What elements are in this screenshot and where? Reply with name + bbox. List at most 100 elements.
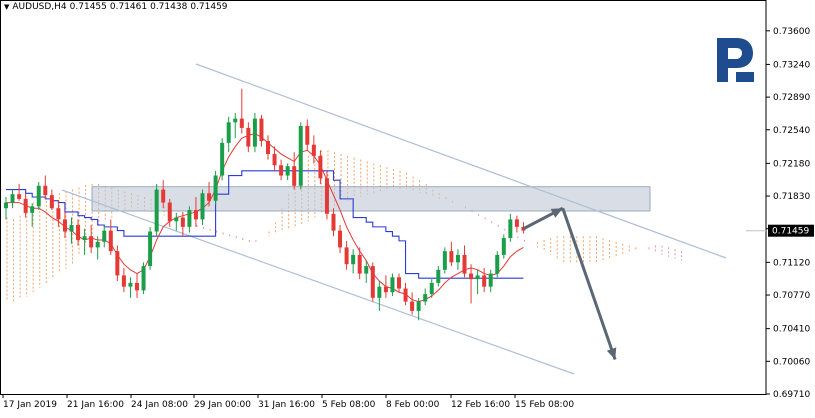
x-tick-label: 5 Feb 08:00	[322, 400, 376, 410]
y-tick-label: 0.69710	[773, 390, 810, 400]
candle-body	[383, 286, 388, 293]
candle-body	[82, 236, 87, 240]
candle-body	[449, 251, 454, 263]
y-tick-label: 0.73600	[773, 27, 810, 37]
x-tick-label: 31 Jan 16:00	[258, 400, 315, 410]
kijun-line	[6, 170, 524, 279]
channel-lower-line	[61, 189, 575, 375]
x-tick-label: 29 Jan 00:00	[194, 400, 251, 410]
candle-body	[292, 166, 297, 186]
y-tick-label: 0.70060	[773, 357, 810, 367]
candle-body	[482, 275, 487, 287]
forecast-arrow-down-shaft	[561, 207, 617, 360]
candle-body	[423, 294, 428, 302]
candle-body	[324, 178, 329, 214]
candle-body	[233, 118, 238, 123]
candle-body	[43, 185, 48, 196]
candle-body	[161, 189, 166, 203]
candle-body	[442, 251, 447, 270]
candle-body	[207, 193, 212, 201]
brand-logo	[717, 38, 754, 82]
candle-body	[475, 275, 480, 280]
candle-body	[266, 140, 270, 155]
candle-body	[62, 219, 67, 232]
candle-body	[239, 118, 244, 128]
candle-body	[410, 301, 415, 311]
candle-body	[272, 154, 277, 166]
candle-body	[115, 251, 120, 276]
x-tick-label: 8 Feb 00:00	[386, 400, 440, 410]
y-tick-label: 0.71830	[773, 192, 810, 202]
channel-upper-line	[195, 63, 727, 259]
candle-body	[10, 194, 15, 203]
candle-body	[141, 266, 146, 291]
candle-body	[351, 254, 356, 265]
y-tick-label: 0.72180	[773, 159, 810, 169]
candle-body	[285, 166, 290, 176]
candle-body	[174, 217, 179, 222]
y-tick-label: 0.72540	[773, 126, 810, 136]
candle-body	[252, 118, 257, 147]
candle-body	[298, 126, 303, 186]
x-tick-label: 21 Jan 16:00	[67, 400, 124, 410]
x-tick-label: 24 Jan 08:00	[131, 400, 188, 410]
candle-body	[193, 210, 198, 220]
candle-body	[416, 301, 421, 311]
candle-body	[469, 273, 474, 280]
tenkan-line	[6, 132, 524, 303]
candle-body	[4, 202, 8, 209]
candle-body	[397, 277, 401, 289]
candle-body	[135, 282, 139, 291]
candle-body	[462, 254, 467, 274]
candle-body	[357, 254, 362, 274]
candle-body	[455, 254, 460, 263]
candle-body	[95, 241, 100, 248]
candle-body	[344, 247, 349, 265]
candle-body	[213, 175, 218, 201]
x-tick-label: 17 Jan 2019	[3, 400, 57, 410]
candle-body	[200, 193, 205, 220]
y-tick-label: 0.72890	[773, 93, 810, 103]
candle-body	[17, 194, 22, 199]
candle-body	[180, 217, 185, 227]
candle-body	[128, 282, 133, 287]
candle-body	[508, 219, 513, 239]
forecast-arrow-up-head	[550, 208, 563, 218]
candle-body	[436, 269, 441, 283]
candle-body	[403, 288, 408, 302]
candle-body	[488, 273, 493, 287]
x-tick-label: 12 Feb 16:00	[451, 400, 510, 410]
y-tick-label: 0.70410	[773, 325, 810, 335]
candle-body	[89, 236, 94, 248]
candle-body	[167, 202, 172, 222]
candle-body	[102, 230, 107, 242]
low-value: 0.71438	[150, 2, 188, 12]
candle-body	[246, 127, 251, 147]
candle-body	[76, 225, 81, 240]
candle-body	[338, 230, 343, 248]
candle-body	[495, 254, 500, 274]
candle-body	[514, 219, 519, 227]
candle-body	[279, 165, 284, 176]
candle-body	[377, 286, 382, 298]
candle-body	[318, 155, 323, 179]
candle-body	[390, 277, 395, 293]
candle-body	[154, 189, 159, 232]
candle-body	[501, 238, 506, 255]
candle-body	[311, 144, 316, 156]
x-tick-label: 15 Feb 08:00	[515, 400, 574, 410]
plot-frame	[0, 0, 767, 395]
chart-header: ▼ AUDUSD,H4 0.71455 0.71461 0.71438 0.71…	[4, 2, 228, 12]
candle-body	[259, 118, 264, 141]
candle-body	[148, 231, 153, 267]
candle-body	[364, 266, 369, 274]
candle-body	[49, 195, 54, 209]
candle-body	[23, 198, 28, 213]
candle-body	[121, 275, 126, 287]
candle-body	[331, 213, 336, 231]
current-price-label: 0.71459	[772, 227, 809, 237]
candle-body	[56, 208, 61, 220]
collapse-triangle-icon[interactable]: ▼	[4, 3, 10, 11]
